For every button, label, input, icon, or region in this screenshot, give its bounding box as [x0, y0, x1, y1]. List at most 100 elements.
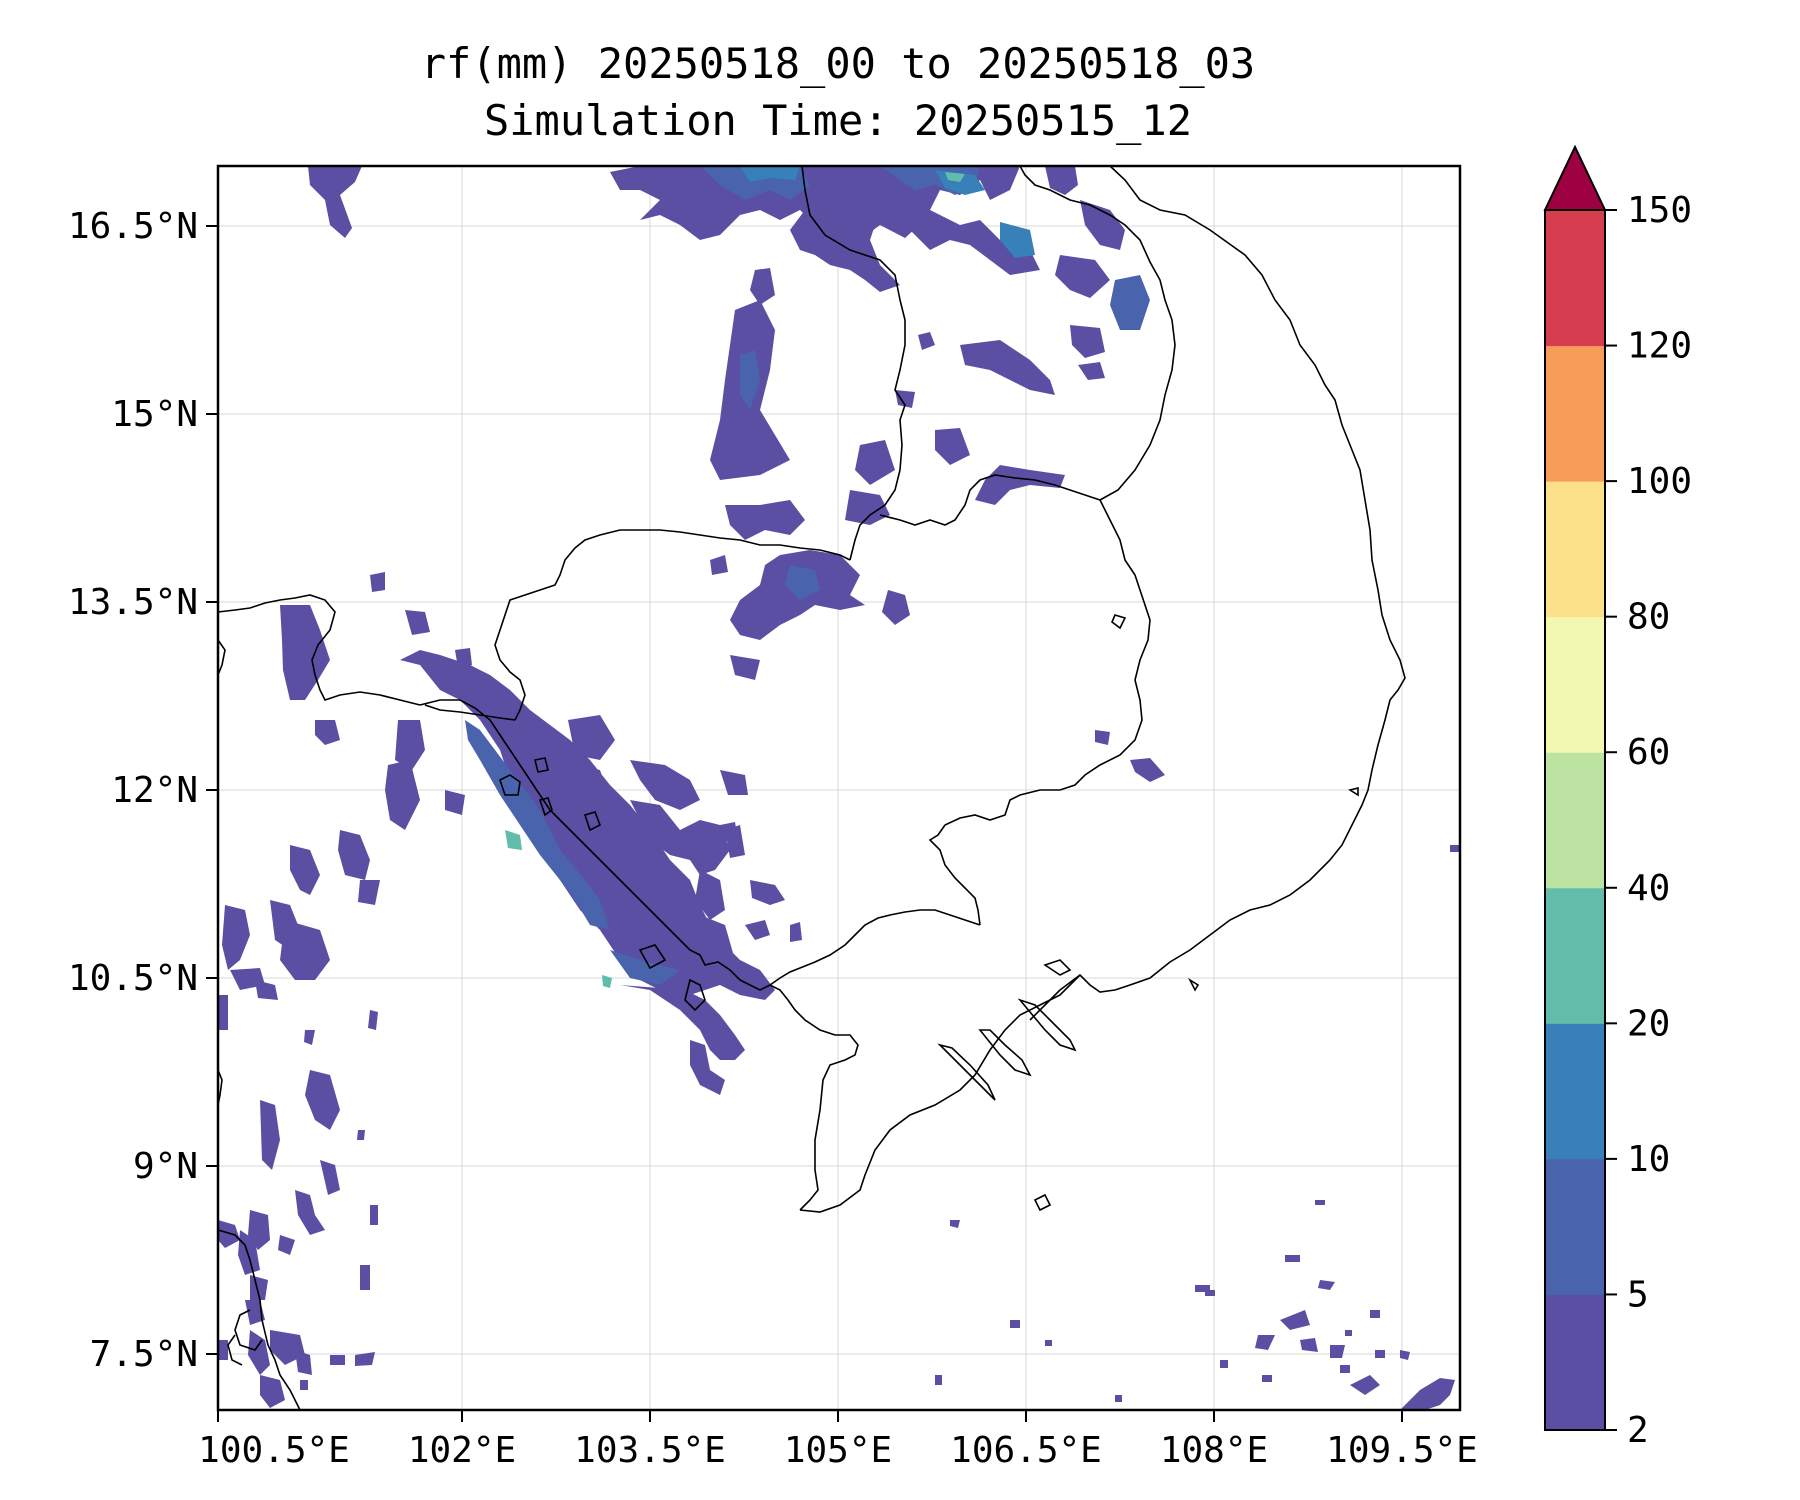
colorbar-tick-label: 40 — [1627, 868, 1670, 909]
rain-patch — [260, 1100, 280, 1170]
lon-tick-label: 108°E — [1160, 1430, 1268, 1471]
lat-tick-label: 7.5°N — [90, 1334, 198, 1375]
rain-patch — [280, 605, 330, 700]
rain-patch — [1255, 1335, 1275, 1350]
rain-patch — [1280, 1310, 1310, 1330]
rain-patch — [1318, 1280, 1335, 1290]
colorbar-frame — [1544, 209, 1606, 1431]
rain-patch — [260, 1375, 285, 1408]
lat-tick-label: 16.5°N — [68, 206, 198, 247]
map-title-line-1: rf(mm) 20250518_00 to 20250518_03 — [421, 39, 1255, 88]
rain-patch — [695, 870, 725, 920]
rain-patch — [1000, 222, 1035, 258]
rain-patch — [1130, 758, 1165, 782]
rain-patch — [1045, 1340, 1052, 1346]
rain-patch — [690, 1040, 725, 1095]
colorbar-segment — [1545, 1158, 1605, 1295]
rain-patch — [1285, 1255, 1300, 1262]
rain-patch — [690, 915, 735, 985]
map-panel — [216, 164, 1462, 1412]
lat-tick-label: 12°N — [111, 770, 198, 811]
colorbar-segment — [1545, 1294, 1605, 1431]
rain-patch — [950, 1220, 960, 1228]
rain-patch — [1070, 325, 1105, 358]
rain-patch — [1400, 1350, 1410, 1360]
rain-patch — [960, 340, 1055, 395]
colorbar-segment — [1545, 887, 1605, 1024]
rain-patch — [790, 166, 1040, 292]
rain-patch — [1300, 1338, 1318, 1352]
rain-patch — [315, 720, 340, 745]
rain-patch — [218, 1340, 228, 1360]
rain-patch — [785, 565, 820, 600]
colorbar-tick-label: 150 — [1627, 190, 1692, 231]
rain-patch — [575, 765, 610, 820]
lat-tick-label: 9°N — [133, 1146, 198, 1187]
rain-patch — [602, 975, 612, 988]
rain-patch — [720, 770, 748, 795]
rain-patch — [357, 1130, 365, 1140]
rain-patch — [222, 905, 250, 970]
rain-patch — [730, 655, 760, 680]
map-background — [218, 166, 1460, 1410]
map-title-line-2: Simulation Time: 20250515_12 — [484, 96, 1192, 145]
colorbar-tick-label: 120 — [1627, 326, 1692, 367]
rain-patch — [465, 720, 610, 930]
rain-patch — [308, 166, 362, 238]
rain-patch — [248, 1330, 270, 1375]
rain-patch — [295, 1190, 325, 1235]
rain-patch — [750, 880, 785, 905]
rain-patch — [338, 830, 370, 880]
rain-patch — [320, 1160, 340, 1195]
rain-patch — [1010, 1320, 1020, 1328]
rain-patch — [1195, 1285, 1210, 1292]
colorbar-tick-label: 60 — [1627, 732, 1670, 773]
rain-patch — [610, 950, 680, 985]
colorbar-tick-label: 80 — [1627, 597, 1670, 638]
rain-patch — [395, 720, 425, 770]
lat-tick-label: 13.5°N — [68, 582, 198, 623]
lon-tick-label: 100.5°E — [198, 1430, 350, 1471]
rain-patch — [750, 268, 775, 305]
rain-patch — [385, 760, 420, 830]
rain-patch — [218, 995, 228, 1030]
colorbar-segment — [1545, 1023, 1605, 1160]
rain-patch — [895, 390, 915, 408]
rain-patch — [1370, 1310, 1380, 1318]
colorbar-segments — [1545, 210, 1605, 1431]
rain-patch — [358, 880, 380, 905]
colorbar-segment — [1545, 345, 1605, 482]
rain-patch — [1350, 1375, 1380, 1395]
rain-patch — [445, 790, 465, 815]
rain-patch — [1340, 1365, 1350, 1373]
colorbar-tick-label: 20 — [1627, 1003, 1670, 1044]
rain-patch — [855, 440, 895, 485]
colorbar-extend-arrow — [1543, 144, 1607, 211]
rain-patch — [935, 1375, 942, 1385]
y-axis: 16.5°N 15°N 13.5°N 12°N 10.5°N 9°N 7.5°N — [68, 206, 218, 1375]
rain-patch — [725, 825, 745, 858]
lon-tick-label: 109.5°E — [1326, 1430, 1478, 1471]
rain-patch — [945, 172, 965, 182]
rain-patch — [1262, 1375, 1272, 1382]
rain-patch — [304, 1030, 315, 1045]
rain-patch — [1095, 730, 1110, 745]
rain-patch — [1330, 1345, 1345, 1358]
rain-patch — [370, 1205, 378, 1225]
rain-patch — [290, 845, 320, 895]
rain-patch — [238, 1230, 260, 1275]
rain-patch — [710, 555, 728, 575]
rain-patch — [630, 800, 730, 875]
rain-patch — [1315, 1200, 1325, 1205]
rain-patch — [255, 980, 278, 1000]
rain-patch — [740, 166, 800, 182]
rain-patch — [1450, 845, 1460, 852]
rain-patch — [355, 1352, 375, 1366]
rain-patch — [568, 715, 615, 760]
rain-patch — [368, 1010, 378, 1030]
rain-patch — [935, 428, 970, 465]
coastlines-borders — [217, 165, 1406, 1411]
rain-patch — [1375, 1350, 1385, 1358]
colorbar: 2 5 10 20 40 60 80 100 120 150 — [1543, 144, 1692, 1451]
colorbar-segment — [1545, 481, 1605, 618]
